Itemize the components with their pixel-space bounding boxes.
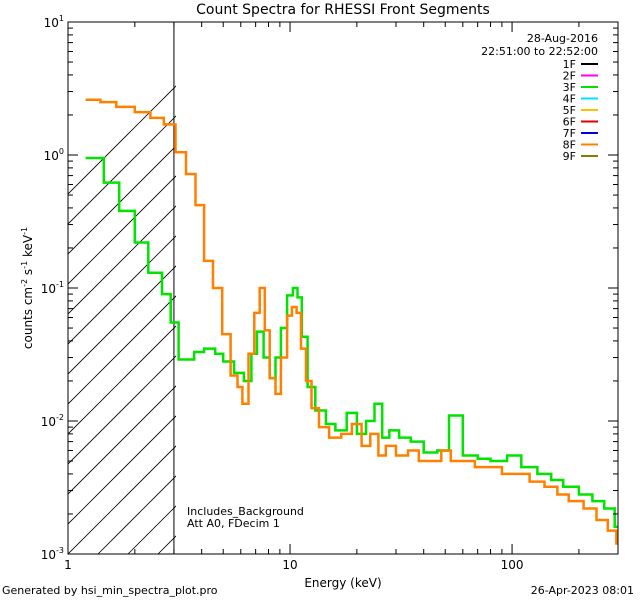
hatch-line [368,0,640,554]
legend-label-6F: 6F [563,116,576,129]
hatch-line [68,325,176,435]
y-tick-label: 100 [44,147,64,163]
legend-label-8F: 8F [563,139,576,152]
legend-label-7F: 7F [563,127,576,140]
axis-ticks [67,21,619,555]
legend-label-9F: 9F [563,150,576,163]
hatch-line [68,205,176,315]
hatch-line [68,85,176,195]
y-tick-label: 10-1 [41,280,64,296]
y-tick-label: 10-3 [41,546,64,562]
hatch-line [68,235,176,345]
y-label-unit-1: counts cm [21,287,35,349]
hatch-line [248,0,640,554]
hatch-line [68,415,176,525]
legend-label-4F: 4F [563,93,576,106]
series-8F-line [85,98,618,545]
legend-label-2F: 2F [563,70,576,83]
x-tick-labels: 1 10 100 [64,558,523,572]
hatch-line [278,0,640,554]
hatch-line [97,475,176,554]
hatch-line [68,115,176,225]
y-tick-label: 10-2 [41,413,64,429]
hatch-line [68,355,176,465]
x-tick-label: 100 [501,558,524,572]
series-3F-line [85,156,618,529]
legend-label-1F: 1F [563,58,576,71]
y-tick-label: 101 [44,14,64,30]
x-tick-label: 10 [282,558,297,572]
y-axis-label: counts cm-2 s-1 keV-1 [20,227,35,349]
legend-label-5F: 5F [563,104,576,117]
footer-generator: Generated by hsi_min_spectra_plot.pro [2,584,218,597]
chart-date: 28-Aug-2016 [527,32,598,45]
chart-time-range: 22:51:00 to 22:52:00 [481,45,598,58]
y-label-exp-2: -1 [20,261,29,269]
hatch-line [458,0,640,554]
y-label-unit-2: s [21,269,35,279]
hatch-line [608,0,640,554]
legend-label-3F: 3F [563,81,576,94]
annotation-attenuator: Att A0, FDecim 1 [187,517,280,530]
hatch-line [398,0,640,554]
hatch-line [68,145,176,255]
y-tick-labels: 101 100 10-1 10-2 10-3 [41,14,64,562]
hatch-line [308,0,640,554]
x-tick-label: 1 [64,558,72,572]
footer-timestamp: 26-Apr-2023 08:01 [530,584,634,597]
hatch-line [68,265,176,375]
series-layer [85,98,618,545]
excluded-energy-hatch [68,0,640,554]
y-label-unit-3: keV [21,234,35,261]
hatch-line [68,295,176,405]
y-label-exp-1: -2 [20,279,29,287]
hatch-line [338,0,640,554]
hatch-line [68,175,176,285]
y-label-exp-3: -1 [20,227,29,235]
chart-title: Count Spectra for RHESSI Front Segments [196,2,490,18]
hatch-line [578,0,640,554]
hatch-line [68,385,176,495]
annotation-background: Includes_Background [187,505,304,518]
x-axis-label: Energy (keV) [304,576,381,590]
hatch-line [218,0,640,554]
hatch-line [428,0,640,554]
plot-frame [67,21,619,555]
hatch-line [68,445,176,554]
